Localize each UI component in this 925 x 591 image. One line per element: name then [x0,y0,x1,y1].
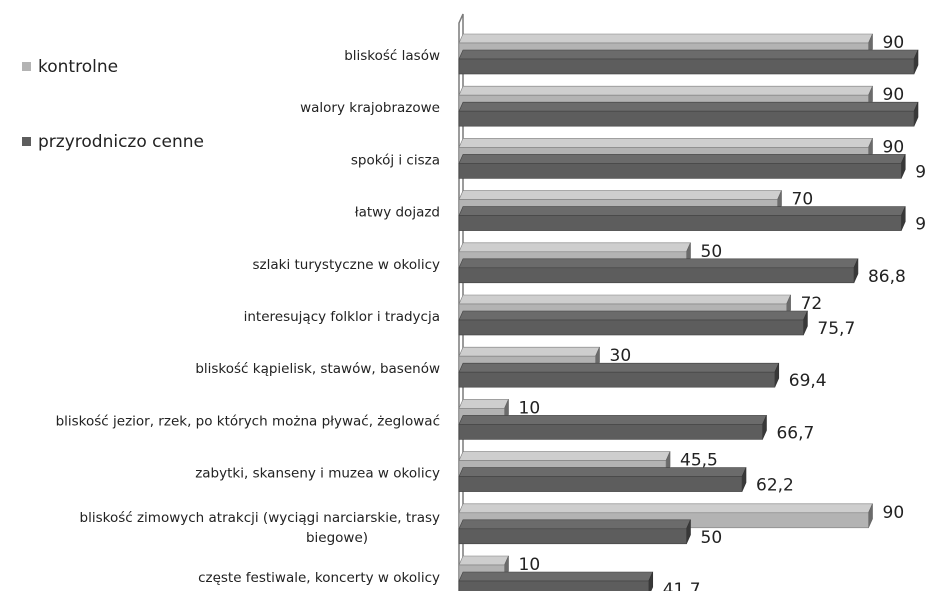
category-label-line: łatwy dojazd [355,205,440,221]
data-label: 50 [701,242,723,262]
category-label-line: bliskość lasów [344,48,440,64]
bar-top-face [458,346,600,357]
category-label-line: zabytki, skanseny i muzea w okolicy [195,466,440,482]
bar-top-face [458,138,873,148]
bar-top-face [458,294,792,305]
bar-top-face [458,415,767,425]
data-label: 41,7 [663,580,701,591]
category-label: spokój i cisza [351,152,440,168]
category-label: walory krajobrazowe [300,100,440,116]
category-label: bliskość jezior, rzek, po których można … [56,413,440,429]
bar-top-face [458,571,654,582]
bar [458,424,763,440]
bar [458,476,743,492]
category-label-line: bliskość jezior, rzek, po których można … [56,413,440,429]
bar [458,215,902,231]
legend-swatch [22,137,31,146]
data-label: 90 [883,33,905,53]
category-label: interesujący folklor i tradycja [244,309,440,325]
bar-top-face [458,503,873,514]
category-label: bliskość zimowych atrakcji (wyciągi narc… [80,510,440,546]
category-label-line: walory krajobrazowe [300,100,440,116]
legend-label: kontrolne [38,57,118,77]
data-label: 97,2 [915,162,925,182]
bar [458,163,902,179]
category-label-line: spokój i cisza [351,152,440,168]
data-label: 10 [519,398,541,418]
data-label: 90 [883,137,905,157]
category-label: bliskość lasów [344,48,440,64]
bar-top-face [458,399,509,409]
category-label: częste festiwale, koncerty w okolicy [198,570,440,586]
bar-top-face [458,206,906,216]
bar-top-face [458,190,782,200]
bar-top-face [458,154,906,164]
bar-top-face [458,49,919,60]
bar-top-face [458,242,691,253]
category-label: zabytki, skanseny i muzea w okolicy [195,466,440,482]
data-label: 69,4 [789,371,827,391]
bar [458,267,855,284]
bar [458,580,650,591]
data-label: 10 [519,555,541,575]
category-label-line: częste festiwale, koncerty w okolicy [198,570,440,586]
data-label: 72 [801,294,823,314]
category-label-line: bliskość kąpielisk, stawów, basenów [195,361,440,377]
data-label: 75,7 [817,319,855,339]
data-label: 66,7 [776,423,814,443]
bar-top-face [458,85,873,96]
category-label: bliskość kąpielisk, stawów, basenów [195,361,440,377]
data-label: 45,5 [680,451,718,471]
bar-top-face [458,451,671,461]
bar-end-face [648,571,654,591]
bar-top-face [458,101,919,112]
bar-top-face [458,555,509,566]
legend-label: przyrodniczo cenne [38,132,204,152]
category-label-line: interesujący folklor i tradycja [244,309,440,325]
bar-top-face [458,467,747,477]
bar [458,110,915,127]
data-label: 62,2 [756,476,794,496]
category-label: łatwy dojazd [355,205,440,221]
bar-top-face [458,33,873,44]
bar-top-face [458,258,859,269]
bar [458,319,804,336]
bar-top-face [458,519,691,530]
bar-top-face [458,310,808,321]
data-label: 30 [610,346,632,366]
data-label: 50 [701,528,723,548]
legend-swatch [22,62,31,71]
category-label-line: biegowe) [306,530,368,546]
bar [458,528,687,545]
data-label: 90 [883,85,905,105]
category-label: szlaki turystyczne w okolicy [253,257,440,273]
category-label-line: bliskość zimowych atrakcji (wyciągi narc… [80,510,440,526]
category-label-line: szlaki turystyczne w okolicy [253,257,440,273]
data-label: 90 [883,503,905,523]
bar-top-face [458,362,780,373]
data-label: 97,2 [915,215,925,235]
data-label: 86,8 [868,267,906,287]
bar [458,371,776,388]
bar [458,58,915,75]
data-label: 70 [792,190,814,210]
